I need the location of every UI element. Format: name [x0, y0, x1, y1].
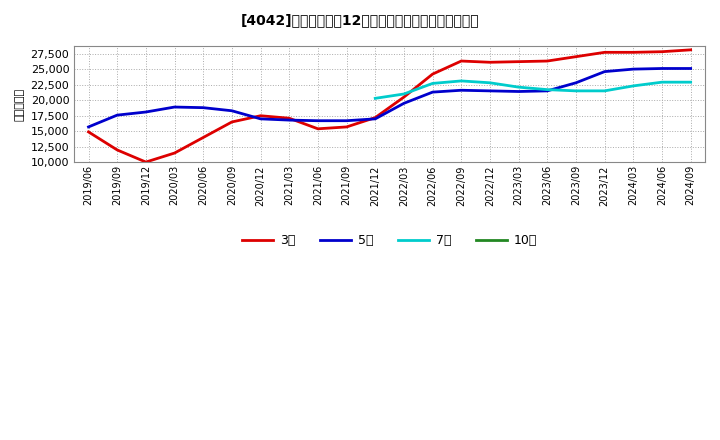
5年 — [657, 66, 666, 71]
5年 — [256, 116, 265, 121]
3年 — [371, 115, 379, 120]
5年 — [199, 105, 207, 110]
5年 — [113, 113, 122, 118]
3年 — [113, 147, 122, 153]
3年 — [514, 59, 523, 64]
7年 — [686, 80, 695, 85]
5年 — [400, 101, 408, 106]
5年 — [228, 108, 236, 114]
5年 — [314, 118, 323, 123]
3年 — [228, 119, 236, 125]
5年 — [572, 80, 580, 85]
7年 — [600, 88, 609, 94]
Legend: 3年, 5年, 7年, 10年: 3年, 5年, 7年, 10年 — [237, 229, 542, 252]
3年 — [285, 116, 294, 121]
3年 — [400, 95, 408, 100]
5年 — [170, 104, 179, 110]
5年 — [371, 116, 379, 121]
3年 — [485, 60, 494, 65]
3年 — [600, 50, 609, 55]
3年 — [457, 59, 466, 64]
3年 — [572, 54, 580, 59]
3年 — [686, 47, 695, 52]
7年 — [428, 81, 437, 86]
3年 — [428, 71, 437, 77]
5年 — [84, 124, 93, 129]
5年 — [142, 110, 150, 115]
Line: 7年: 7年 — [375, 81, 690, 98]
5年 — [428, 89, 437, 95]
5年 — [600, 69, 609, 74]
Y-axis label: （百万円）: （百万円） — [15, 88, 25, 121]
3年 — [199, 135, 207, 140]
7年 — [543, 87, 552, 92]
7年 — [457, 78, 466, 84]
Line: 5年: 5年 — [89, 69, 690, 127]
Text: [4042]　当期純利益12か月移動合計の標準偏差の推移: [4042] 当期純利益12か月移動合計の標準偏差の推移 — [240, 13, 480, 27]
3年 — [84, 129, 93, 135]
7年 — [400, 92, 408, 97]
7年 — [514, 84, 523, 90]
3年 — [342, 124, 351, 129]
3年 — [170, 150, 179, 156]
5年 — [485, 88, 494, 94]
7年 — [572, 88, 580, 94]
5年 — [457, 88, 466, 93]
7年 — [371, 95, 379, 101]
3年 — [629, 50, 638, 55]
7年 — [485, 80, 494, 85]
3年 — [657, 49, 666, 55]
3年 — [256, 113, 265, 118]
5年 — [686, 66, 695, 71]
3年 — [142, 159, 150, 165]
3年 — [543, 59, 552, 64]
3年 — [314, 126, 323, 132]
5年 — [285, 117, 294, 123]
5年 — [543, 88, 552, 94]
5年 — [629, 66, 638, 72]
7年 — [629, 83, 638, 88]
5年 — [342, 118, 351, 123]
Line: 3年: 3年 — [89, 50, 690, 162]
5年 — [514, 89, 523, 94]
7年 — [657, 80, 666, 85]
